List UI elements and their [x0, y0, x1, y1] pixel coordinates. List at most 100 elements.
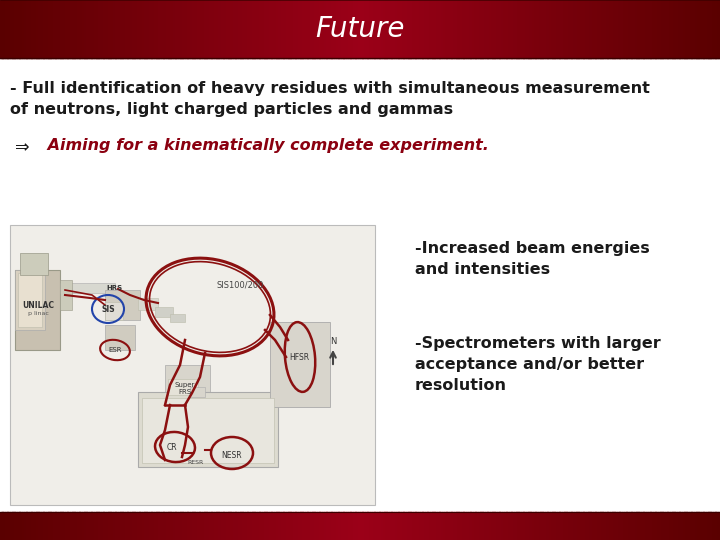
Text: RESR: RESR [187, 461, 203, 465]
Bar [401, 0, 404, 58]
Text: N: N [330, 336, 336, 346]
Bar [91, 512, 94, 540]
Bar [446, 512, 449, 540]
Bar [254, 512, 257, 540]
Bar [648, 512, 651, 540]
Bar [9, 0, 12, 58]
Bar [41, 0, 44, 58]
Bar [650, 0, 653, 58]
Bar [81, 512, 84, 540]
Bar [153, 512, 156, 540]
Bar [48, 512, 51, 540]
Bar [713, 512, 716, 540]
Bar [302, 512, 305, 540]
Bar [621, 512, 624, 540]
Bar [521, 512, 523, 540]
Bar [240, 512, 243, 540]
Bar [130, 0, 132, 58]
Bar [315, 0, 318, 58]
Bar [17, 0, 19, 58]
Bar [372, 512, 375, 540]
Bar [564, 512, 567, 540]
Bar [607, 0, 610, 58]
Bar [142, 512, 145, 540]
Bar [468, 0, 471, 58]
Bar [156, 512, 159, 540]
Bar [218, 512, 221, 540]
Bar [266, 0, 269, 58]
Bar [576, 0, 579, 58]
Bar [351, 512, 354, 540]
Bar [677, 512, 680, 540]
Bar [79, 512, 82, 540]
Bar [358, 512, 361, 540]
Bar [135, 0, 138, 58]
Bar [31, 512, 34, 540]
Bar [81, 0, 84, 58]
Bar [434, 0, 437, 58]
Bar [454, 0, 456, 58]
Bar [310, 512, 312, 540]
Bar [360, 512, 363, 540]
Bar [178, 0, 181, 58]
Bar [418, 512, 420, 540]
Bar [389, 512, 392, 540]
Bar [254, 0, 257, 58]
Bar [259, 0, 262, 58]
Bar [77, 0, 80, 58]
Bar [384, 512, 387, 540]
Bar [144, 512, 147, 540]
Bar [403, 0, 406, 58]
Bar [137, 512, 140, 540]
Bar [113, 512, 116, 540]
Bar [377, 512, 379, 540]
Bar [24, 512, 27, 540]
Text: ⇒: ⇒ [15, 138, 30, 156]
Bar [641, 0, 644, 58]
Bar [540, 512, 543, 540]
Bar [348, 512, 351, 540]
Bar [600, 0, 603, 58]
Bar [715, 0, 718, 58]
Bar [360, 0, 363, 58]
Bar [55, 0, 58, 58]
Bar [171, 512, 174, 540]
Bar [708, 512, 711, 540]
Bar [341, 512, 343, 540]
Bar [384, 0, 387, 58]
Bar [686, 512, 689, 540]
Bar [194, 512, 197, 540]
Bar [353, 512, 356, 540]
Bar [396, 512, 399, 540]
Bar [315, 512, 318, 540]
Bar [526, 0, 528, 58]
Bar [531, 0, 534, 58]
Bar [686, 0, 689, 58]
Bar [341, 0, 343, 58]
Bar [290, 0, 293, 58]
Text: HFSR: HFSR [289, 353, 309, 361]
Bar [158, 0, 161, 58]
Bar [20, 253, 48, 275]
Bar [398, 0, 401, 58]
Bar [369, 512, 372, 540]
Bar [504, 512, 507, 540]
Bar [365, 512, 368, 540]
Bar [168, 0, 171, 58]
Bar [574, 0, 577, 58]
Bar [0, 0, 3, 58]
Bar [5, 0, 8, 58]
Text: UNILAC: UNILAC [22, 300, 54, 309]
Bar [12, 512, 15, 540]
Bar [427, 0, 430, 58]
Text: ESR: ESR [108, 347, 122, 353]
Bar [660, 0, 663, 58]
Bar [657, 512, 660, 540]
Bar [619, 512, 622, 540]
Bar [603, 512, 606, 540]
Bar [142, 398, 274, 463]
Bar [562, 0, 564, 58]
Bar [365, 0, 368, 58]
Bar [247, 0, 250, 58]
Bar [554, 512, 557, 540]
